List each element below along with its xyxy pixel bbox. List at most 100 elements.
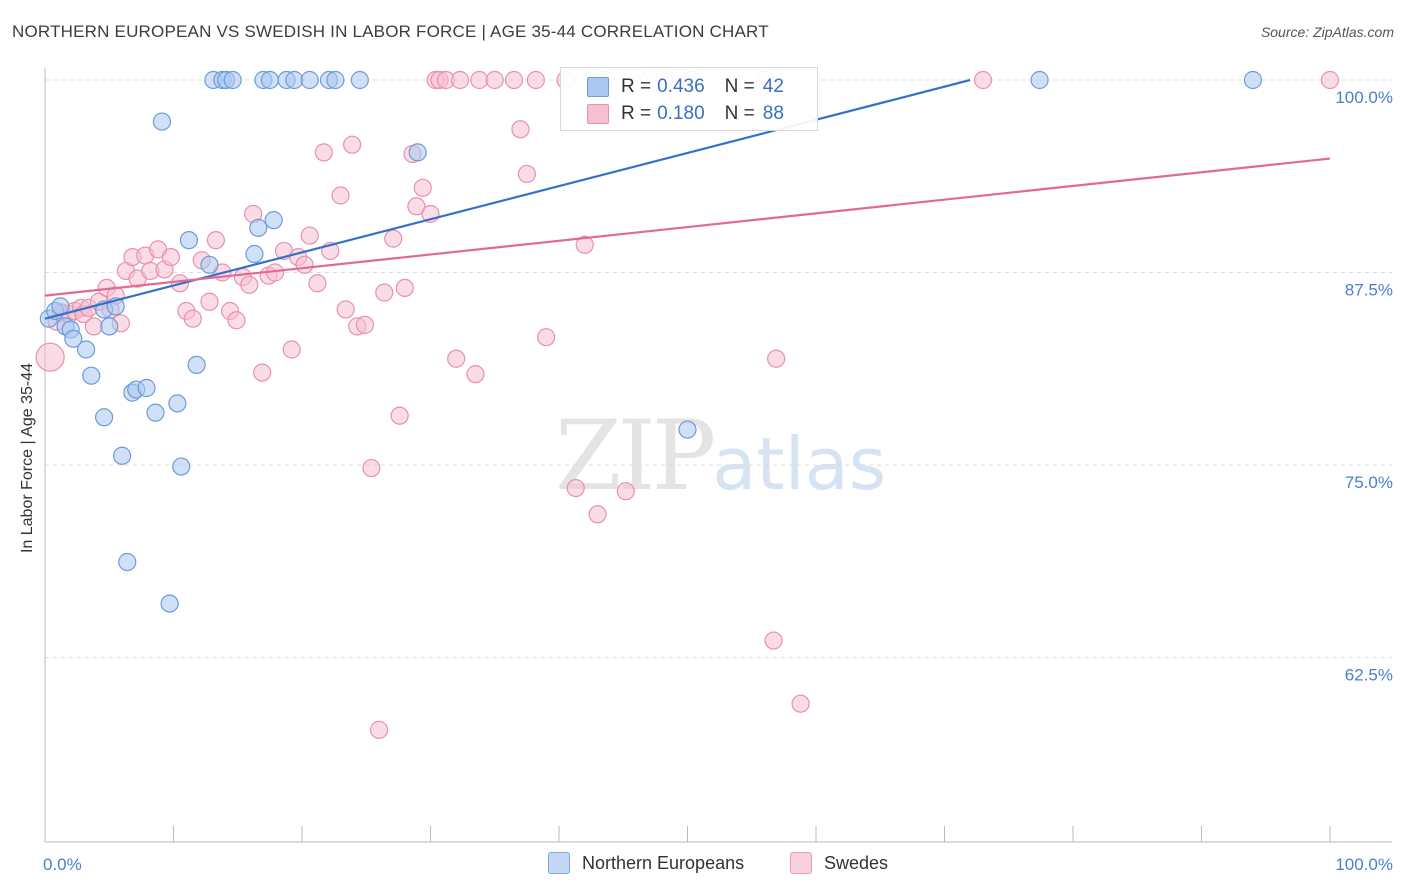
legend-n-label: N =: [724, 103, 755, 124]
point-swedes: [240, 275, 259, 294]
point-swedes: [764, 631, 783, 650]
point-northern-europeans: [172, 457, 191, 476]
point-swedes: [447, 349, 466, 368]
point-swedes: [362, 458, 381, 478]
point-northern-europeans: [64, 329, 83, 348]
legend-label: Swedes: [824, 852, 889, 873]
legend-r-value: 0.180: [657, 103, 705, 124]
point-swedes: [84, 317, 103, 336]
point-northern-europeans: [326, 70, 345, 90]
point-swedes: [314, 143, 333, 162]
point-swedes: [35, 342, 65, 372]
point-swedes: [767, 349, 786, 368]
point-northern-europeans: [300, 70, 319, 90]
point-swedes: [308, 274, 327, 293]
point-swedes: [295, 255, 314, 274]
point-northern-europeans: [223, 70, 242, 90]
point-northern-europeans: [249, 218, 268, 237]
y-tick-label: 62.5%: [1345, 666, 1393, 685]
point-northern-europeans: [95, 408, 114, 427]
point-swedes: [390, 406, 409, 425]
y-tick-label: 87.5%: [1345, 281, 1393, 300]
point-swedes: [470, 70, 489, 90]
point-northern-europeans: [160, 594, 179, 613]
point-swedes: [616, 482, 635, 501]
legend-label: Northern Europeans: [582, 852, 745, 873]
point-swedes: [183, 309, 202, 328]
point-northern-europeans: [112, 446, 132, 465]
point-northern-europeans: [200, 255, 219, 274]
point-northern-europeans: [1243, 70, 1263, 90]
point-swedes: [575, 235, 594, 254]
point-swedes: [395, 278, 414, 297]
legend-n-label: N =: [724, 76, 755, 97]
point-swedes: [253, 363, 272, 382]
y-axis-label: In Labor Force | Age 35-44: [19, 362, 36, 554]
legend-n-value: 88: [762, 103, 784, 124]
point-swedes: [206, 231, 226, 250]
legend-item-northern-europeans: Northern Europeans: [548, 852, 744, 874]
point-northern-europeans: [118, 552, 137, 572]
point-swedes: [537, 328, 556, 347]
point-northern-europeans: [168, 394, 187, 413]
legend-swatch-blue: [548, 852, 570, 874]
point-swedes: [526, 70, 545, 90]
point-northern-europeans: [1030, 70, 1049, 90]
point-northern-europeans: [82, 366, 101, 385]
point-swedes: [485, 70, 504, 90]
point-swedes: [588, 505, 607, 524]
point-northern-europeans: [264, 211, 283, 230]
point-swedes: [504, 70, 524, 90]
y-tick-label: 75.0%: [1345, 473, 1393, 492]
trendline-northern-europeans: [44, 78, 971, 320]
point-swedes: [336, 300, 355, 319]
point-swedes: [227, 311, 246, 330]
legend-row-northern-europeans: R = 0.436 N = 42: [587, 75, 784, 99]
point-northern-europeans: [146, 403, 165, 422]
legend-r-value: 0.436: [657, 76, 705, 97]
y-tick-label: 100.0%: [1335, 88, 1393, 107]
point-northern-europeans: [77, 340, 96, 359]
point-northern-europeans: [260, 70, 279, 90]
point-swedes: [791, 694, 810, 713]
point-northern-europeans: [350, 70, 369, 90]
point-swedes: [355, 315, 375, 334]
legend-swatch-blue: [587, 77, 609, 97]
point-northern-europeans: [100, 317, 119, 336]
trendline-swedes: [44, 157, 1331, 297]
source-label: Source: ZipAtlas.com: [1260, 24, 1394, 40]
legend-r-label: R =: [621, 76, 652, 97]
point-swedes: [384, 229, 403, 248]
x-tick-label: 100.0%: [1335, 855, 1393, 874]
watermark-atlas: atlas: [712, 422, 887, 506]
chart-title: NORTHERN EUROPEAN VS SWEDISH IN LABOR FO…: [12, 22, 769, 41]
point-swedes: [200, 292, 219, 311]
point-northern-europeans: [285, 70, 304, 90]
x-tick-label: 0.0%: [43, 855, 82, 874]
point-swedes: [370, 720, 389, 739]
legend-swatch-pink: [790, 852, 812, 874]
legend-r-label: R =: [621, 103, 652, 124]
point-northern-europeans: [137, 378, 156, 398]
point-northern-europeans: [245, 244, 264, 264]
point-swedes: [375, 283, 394, 302]
point-northern-europeans: [179, 231, 199, 250]
point-northern-europeans: [152, 112, 172, 131]
legend-swatch-pink: [587, 104, 609, 124]
point-swedes: [331, 186, 350, 205]
point-swedes: [343, 135, 362, 154]
point-swedes: [973, 70, 993, 90]
stats-legend: R = 0.436 N = 42 R = 0.180 N = 88: [560, 67, 818, 131]
point-northern-europeans: [187, 355, 206, 374]
point-northern-europeans: [678, 420, 697, 439]
point-swedes: [413, 178, 432, 197]
point-swedes: [450, 70, 470, 90]
point-swedes: [300, 226, 319, 245]
point-swedes: [1320, 70, 1340, 90]
point-swedes: [566, 479, 585, 498]
point-northern-europeans: [408, 143, 427, 162]
point-swedes: [466, 365, 485, 384]
point-swedes: [407, 197, 426, 216]
legend-item-swedes: Swedes: [790, 852, 888, 874]
